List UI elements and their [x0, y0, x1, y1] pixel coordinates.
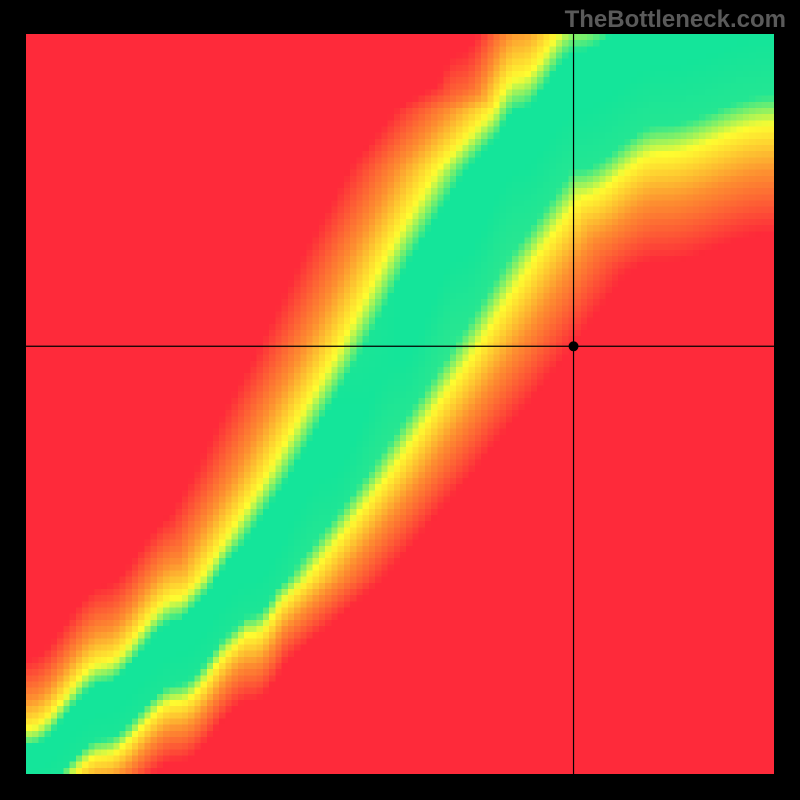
chart-container: { "watermark": { "text": "TheBottleneck.… [0, 0, 800, 800]
bottleneck-heatmap [26, 34, 774, 774]
watermark-text: TheBottleneck.com [565, 6, 786, 34]
